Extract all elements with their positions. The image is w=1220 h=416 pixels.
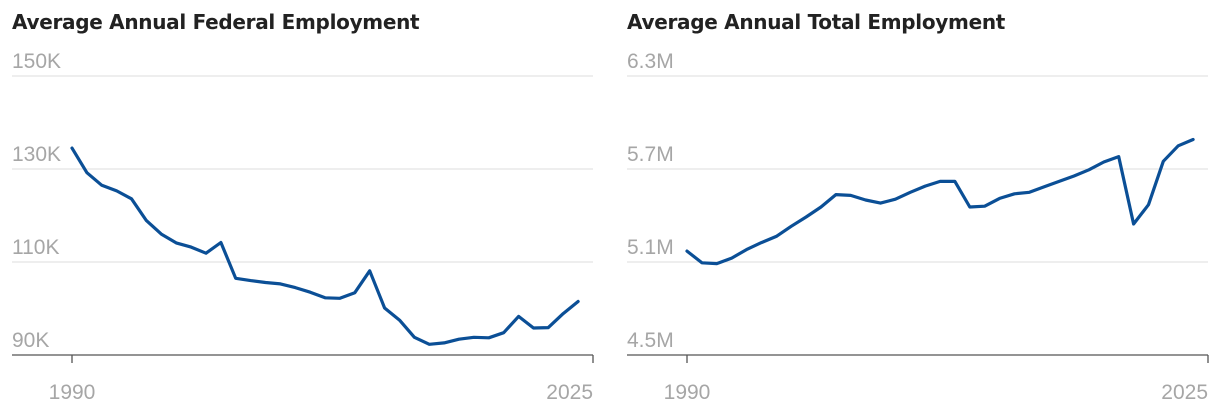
- series-line: [70, 146, 580, 346]
- y-tick-label: 90K: [12, 329, 49, 352]
- chart-title-federal: Average Annual Federal Employment: [12, 10, 420, 34]
- x-tick-label: 2025: [1161, 381, 1208, 404]
- x-tick-label: 2025: [546, 381, 593, 404]
- series-line: [685, 137, 1195, 266]
- y-tick-label: 5.7M: [627, 143, 674, 166]
- y-tick-label: 130K: [12, 143, 61, 166]
- y-tick-label: 150K: [12, 50, 61, 73]
- federal-employment-chart: 150K 130K 110K 90K 1990 2025: [12, 50, 594, 404]
- x-tick-label: 1990: [664, 381, 711, 404]
- y-tick-label: 110K: [12, 236, 60, 259]
- y-tick-label: 6.3M: [627, 50, 674, 73]
- y-tick-label: 4.5M: [627, 329, 674, 352]
- chart-title-total: Average Annual Total Employment: [627, 10, 1006, 34]
- total-employment-chart: 6.3M 5.7M 5.1M 4.5M 1990 2025: [627, 50, 1209, 404]
- x-tick-label: 1990: [49, 381, 96, 404]
- y-tick-label: 5.1M: [627, 236, 674, 259]
